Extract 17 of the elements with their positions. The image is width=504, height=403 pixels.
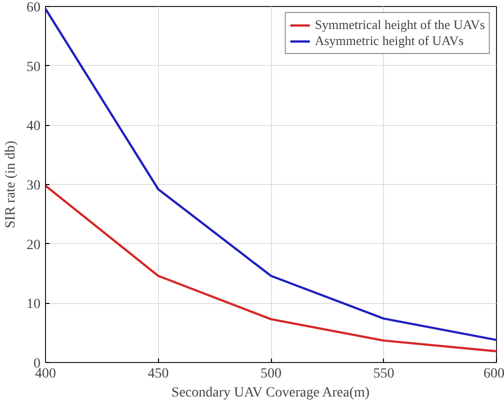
x-tick-label: 400 bbox=[35, 366, 56, 382]
line-series bbox=[46, 184, 496, 352]
legend-label: Asymmetric height of UAVs bbox=[314, 33, 464, 49]
x-tick-label: 450 bbox=[148, 366, 169, 382]
y-axis-title: SIR rate (in db) bbox=[4, 140, 18, 228]
x-tick-label: 500 bbox=[260, 366, 282, 382]
y-tick-label: 30 bbox=[26, 178, 40, 194]
legend-label: Symmetrical height of the UAVs bbox=[314, 17, 485, 33]
x-tick-label: 600 bbox=[484, 366, 504, 382]
y-tick-label: 20 bbox=[26, 238, 40, 253]
y-tick-label: 50 bbox=[26, 60, 40, 75]
x-tick-label: 550 bbox=[373, 366, 394, 382]
y-tick-label: 60 bbox=[26, 0, 40, 16]
line-series bbox=[46, 8, 496, 342]
y-tick-label: 10 bbox=[26, 297, 40, 312]
y-tick-label: 40 bbox=[26, 119, 40, 134]
x-axis-title: Secondary UAV Coverage Area(m) bbox=[171, 386, 370, 400]
